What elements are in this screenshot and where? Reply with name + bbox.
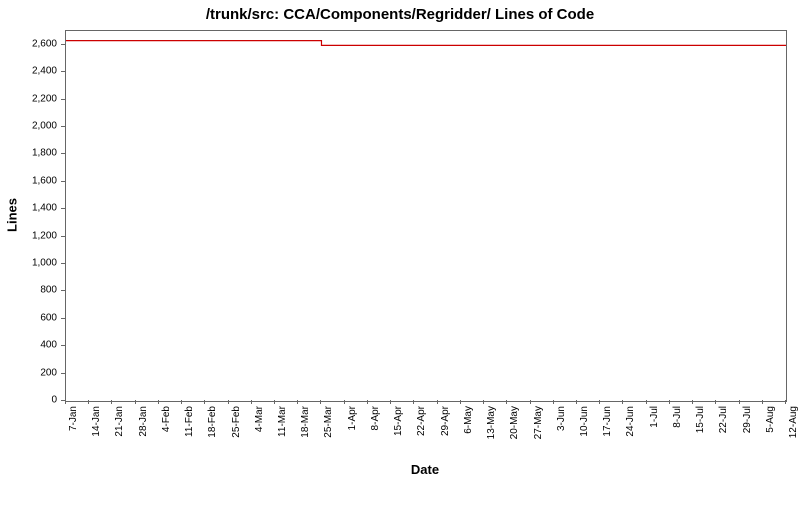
line-series: [66, 31, 786, 401]
y-tick-label: 800: [0, 285, 57, 296]
y-tick-label: 1,000: [0, 257, 57, 268]
x-tick-label: 3-Jun: [556, 406, 567, 506]
y-tick-label: 0: [0, 395, 57, 406]
x-tick-label: 10-Jun: [579, 406, 590, 506]
y-tick-mark: [61, 153, 65, 154]
x-tick-label: 25-Mar: [323, 406, 334, 506]
x-tick-mark: [111, 400, 112, 404]
x-tick-mark: [181, 400, 182, 404]
y-tick-label: 1,600: [0, 175, 57, 186]
y-tick-mark: [61, 44, 65, 45]
y-tick-mark: [61, 126, 65, 127]
x-tick-mark: [88, 400, 89, 404]
x-tick-mark: [785, 400, 786, 404]
x-tick-mark: [228, 400, 229, 404]
x-tick-label: 12-Aug: [788, 406, 799, 506]
x-tick-label: 4-Mar: [254, 406, 265, 506]
x-tick-mark: [251, 400, 252, 404]
x-tick-mark: [367, 400, 368, 404]
x-tick-label: 13-May: [486, 406, 497, 506]
x-tick-mark: [460, 400, 461, 404]
x-tick-label: 21-Jan: [114, 406, 125, 506]
y-tick-mark: [61, 318, 65, 319]
x-tick-label: 14-Jan: [91, 406, 102, 506]
x-tick-label: 18-Mar: [300, 406, 311, 506]
y-tick-mark: [61, 290, 65, 291]
y-tick-label: 600: [0, 312, 57, 323]
x-tick-mark: [506, 400, 507, 404]
x-tick-mark: [739, 400, 740, 404]
x-tick-label: 22-Jul: [718, 406, 729, 506]
x-tick-label: 18-Feb: [207, 406, 218, 506]
y-tick-label: 1,800: [0, 148, 57, 159]
y-tick-mark: [61, 263, 65, 264]
x-tick-mark: [576, 400, 577, 404]
x-tick-mark: [297, 400, 298, 404]
x-tick-mark: [135, 400, 136, 404]
y-tick-mark: [61, 181, 65, 182]
x-tick-label: 1-Apr: [347, 406, 358, 506]
y-tick-label: 2,400: [0, 66, 57, 77]
y-tick-mark: [61, 99, 65, 100]
x-tick-label: 11-Feb: [184, 406, 195, 506]
x-tick-mark: [274, 400, 275, 404]
x-tick-label: 4-Feb: [161, 406, 172, 506]
x-tick-mark: [204, 400, 205, 404]
x-tick-label: 29-Jul: [742, 406, 753, 506]
x-tick-mark: [692, 400, 693, 404]
x-tick-label: 15-Jul: [695, 406, 706, 506]
x-tick-label: 6-May: [463, 406, 474, 506]
x-tick-mark: [530, 400, 531, 404]
x-tick-label: 17-Jun: [602, 406, 613, 506]
x-tick-mark: [344, 400, 345, 404]
x-tick-mark: [437, 400, 438, 404]
y-tick-mark: [61, 373, 65, 374]
series-line: [66, 41, 786, 46]
x-tick-label: 28-Jan: [138, 406, 149, 506]
y-tick-mark: [61, 236, 65, 237]
x-tick-mark: [646, 400, 647, 404]
x-tick-mark: [413, 400, 414, 404]
x-tick-mark: [599, 400, 600, 404]
x-tick-mark: [65, 400, 66, 404]
x-tick-mark: [320, 400, 321, 404]
x-tick-label: 20-May: [509, 406, 520, 506]
y-tick-label: 200: [0, 367, 57, 378]
x-tick-mark: [483, 400, 484, 404]
y-tick-label: 1,200: [0, 230, 57, 241]
x-tick-mark: [622, 400, 623, 404]
x-tick-mark: [390, 400, 391, 404]
x-tick-label: 11-Mar: [277, 406, 288, 506]
x-tick-label: 27-May: [533, 406, 544, 506]
x-tick-mark: [762, 400, 763, 404]
y-tick-mark: [61, 208, 65, 209]
x-tick-label: 25-Feb: [231, 406, 242, 506]
x-tick-label: 1-Jul: [649, 406, 660, 506]
y-tick-label: 2,600: [0, 38, 57, 49]
x-tick-label: 22-Apr: [416, 406, 427, 506]
x-tick-label: 8-Apr: [370, 406, 381, 506]
x-tick-label: 8-Jul: [672, 406, 683, 506]
y-tick-mark: [61, 71, 65, 72]
y-tick-label: 2,000: [0, 120, 57, 131]
x-tick-mark: [553, 400, 554, 404]
x-tick-label: 5-Aug: [765, 406, 776, 506]
x-tick-mark: [715, 400, 716, 404]
y-tick-label: 400: [0, 340, 57, 351]
y-tick-label: 2,200: [0, 93, 57, 104]
x-tick-mark: [669, 400, 670, 404]
chart-title: /trunk/src: CCA/Components/Regridder/ Li…: [0, 6, 800, 23]
x-tick-label: 24-Jun: [625, 406, 636, 506]
x-tick-label: 7-Jan: [68, 406, 79, 506]
y-tick-mark: [61, 345, 65, 346]
x-tick-mark: [158, 400, 159, 404]
y-tick-label: 1,400: [0, 203, 57, 214]
x-tick-label: 15-Apr: [393, 406, 404, 506]
chart-container: /trunk/src: CCA/Components/Regridder/ Li…: [0, 0, 800, 500]
x-tick-label: 29-Apr: [440, 406, 451, 506]
plot-area: [65, 30, 787, 402]
